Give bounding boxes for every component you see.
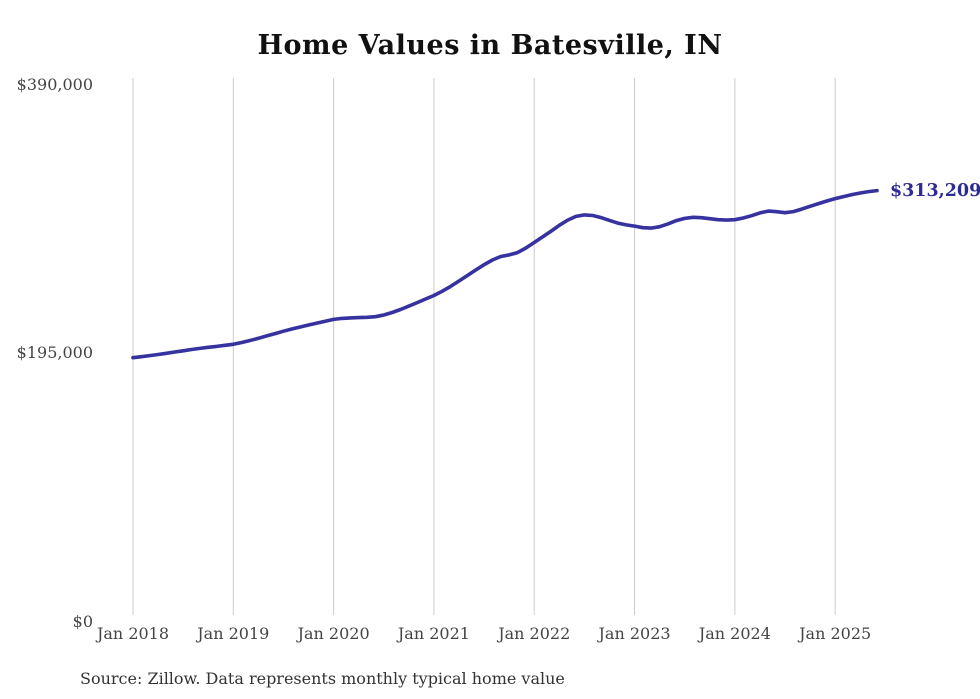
y-axis-tick-label: $390,000	[16, 75, 93, 94]
y-axis-tick-label: $0	[72, 611, 93, 631]
x-axis-tick-label: Jan 2022	[498, 624, 571, 643]
home-value-line-series	[131, 188, 879, 360]
y-axis-tick-label: $195,000	[16, 343, 93, 363]
chart-title: Home Values in Batesville, IN	[257, 30, 723, 61]
gridlines	[132, 78, 836, 615]
end-value-label: $313,209	[889, 180, 980, 201]
source-note: Source: Zillow. Data represents monthly …	[80, 669, 565, 688]
x-axis-tick-label: Jan 2019	[197, 624, 270, 643]
x-axis-tick-label: Jan 2023	[598, 624, 671, 643]
x-axis-tick-label: Jan 2018	[96, 624, 170, 643]
x-axis-tick-label: Jan 2025	[799, 624, 872, 643]
x-axis-tick-label: Jan 2021	[397, 624, 470, 643]
x-axis-tick-label: Jan 2020	[297, 624, 370, 643]
x-axis-tick-label: Jan 2024	[698, 624, 771, 643]
